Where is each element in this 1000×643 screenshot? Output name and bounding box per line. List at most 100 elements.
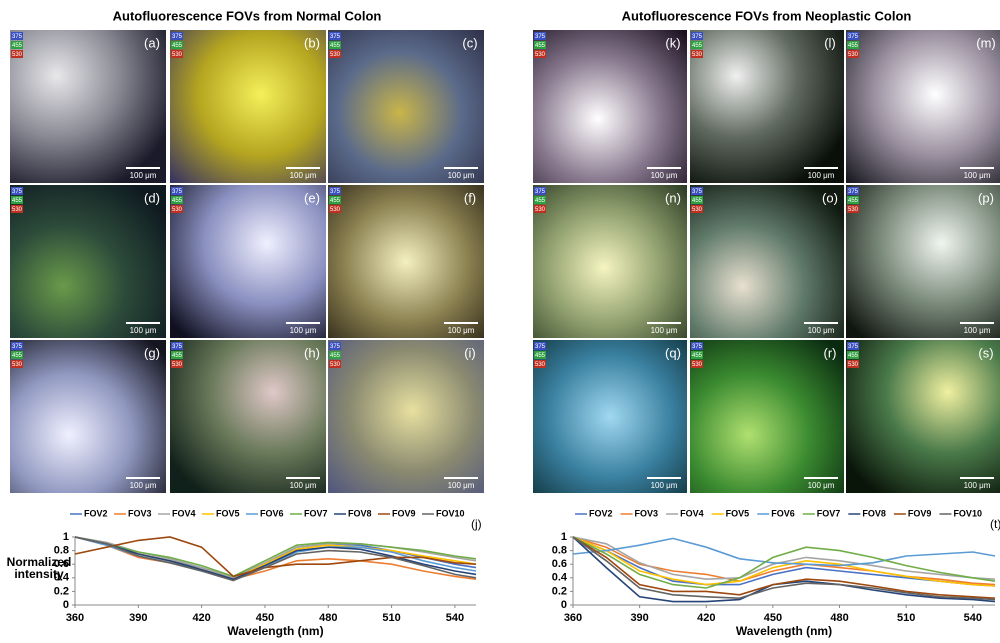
legend-label: FOV9 — [392, 508, 416, 518]
x-axis-label: Wavelength (nm) — [736, 624, 832, 638]
x-tick-label: 420 — [192, 612, 210, 624]
tile-letter: (n) — [665, 190, 681, 205]
y-tick-label: 0.8 — [552, 545, 567, 557]
y-tick-label: 1 — [63, 531, 69, 543]
scale-bar-label: 100 μm — [964, 171, 991, 180]
channel-label: 455 — [172, 198, 183, 204]
tile-letter: (h) — [304, 345, 320, 360]
panel-title: Autofluorescence FOVs from Neoplastic Co… — [622, 8, 912, 23]
micrograph — [328, 340, 484, 493]
x-tick-label: 420 — [697, 612, 715, 624]
channel-label: 530 — [848, 362, 859, 368]
micrograph — [690, 30, 844, 183]
legend-label: FOV4 — [172, 508, 196, 518]
channel-label: 530 — [172, 207, 183, 213]
channel-label: 455 — [12, 43, 23, 49]
channel-label: 455 — [535, 43, 546, 49]
tile-letter: (r) — [824, 345, 837, 360]
channel-label: 455 — [535, 353, 546, 359]
channel-label: 375 — [848, 344, 859, 350]
x-tick-label: 510 — [897, 612, 915, 624]
legend-label: FOV6 — [771, 508, 795, 518]
channel-label: 375 — [172, 189, 183, 195]
micrograph — [846, 30, 1000, 183]
channel-label: 455 — [692, 353, 703, 359]
channel-label: 455 — [172, 43, 183, 49]
channel-label: 455 — [535, 198, 546, 204]
channel-label: 375 — [692, 344, 703, 350]
scale-bar-label: 100 μm — [964, 481, 991, 490]
y-tick-label: 0.2 — [54, 585, 69, 597]
tile-letter: (e) — [304, 190, 320, 205]
scale-bar-label: 100 μm — [651, 481, 678, 490]
channel-label: 455 — [330, 353, 341, 359]
tile-letter: (i) — [464, 345, 476, 360]
channel-label: 375 — [12, 34, 23, 40]
legend-label: FOV7 — [817, 508, 841, 518]
micrograph — [533, 30, 687, 183]
tile-letter: (k) — [665, 35, 680, 50]
x-tick-label: 450 — [256, 612, 274, 624]
figure: Autofluorescence FOVs from Normal Colon(… — [0, 0, 1000, 643]
scale-bar-label: 100 μm — [964, 326, 991, 335]
channel-label: 530 — [172, 362, 183, 368]
tile-letter: (d) — [144, 190, 160, 205]
channel-label: 530 — [330, 52, 341, 58]
legend-label: FOV3 — [128, 508, 152, 518]
channel-label: 375 — [848, 189, 859, 195]
y-tick-label: 0 — [561, 599, 567, 611]
legend-label: FOV10 — [953, 508, 982, 518]
scale-bar-label: 100 μm — [808, 326, 835, 335]
channel-label: 375 — [172, 344, 183, 350]
channel-label: 530 — [692, 362, 703, 368]
x-tick-label: 390 — [129, 612, 147, 624]
legend-label: FOV3 — [635, 508, 659, 518]
x-tick-label: 510 — [382, 612, 400, 624]
tile-letter: (m) — [976, 35, 996, 50]
channel-label: 375 — [330, 34, 341, 40]
channel-label: 530 — [848, 52, 859, 58]
micrograph — [170, 185, 326, 338]
channel-label: 455 — [848, 198, 859, 204]
channel-label: 530 — [12, 52, 23, 58]
y-tick-label: 1 — [561, 531, 567, 543]
micrograph — [533, 185, 687, 338]
scale-bar-label: 100 μm — [808, 481, 835, 490]
channel-label: 375 — [535, 34, 546, 40]
scale-bar-label: 100 μm — [290, 326, 317, 335]
channel-label: 455 — [848, 353, 859, 359]
scale-bar-label: 100 μm — [130, 326, 157, 335]
y-tick-label: 0.2 — [552, 585, 567, 597]
x-tick-label: 390 — [630, 612, 648, 624]
micrograph — [690, 185, 844, 338]
micrograph — [10, 340, 166, 493]
channel-label: 375 — [330, 189, 341, 195]
micrograph — [690, 340, 844, 493]
channel-label: 455 — [848, 43, 859, 49]
channel-label: 530 — [535, 362, 546, 368]
x-tick-label: 360 — [564, 612, 582, 624]
micrograph — [328, 30, 484, 183]
scale-bar-label: 100 μm — [290, 481, 317, 490]
micrograph — [170, 30, 326, 183]
x-tick-label: 360 — [66, 612, 84, 624]
channel-label: 530 — [535, 52, 546, 58]
channel-label: 455 — [172, 353, 183, 359]
channel-label: 530 — [692, 207, 703, 213]
x-tick-label: 450 — [764, 612, 782, 624]
x-tick-label: 480 — [319, 612, 337, 624]
panel-label: (t) — [990, 517, 1000, 531]
y-tick-label: 0.4 — [552, 572, 568, 584]
tile-letter: (f) — [464, 190, 476, 205]
channel-label: 375 — [330, 344, 341, 350]
tile-letter: (o) — [822, 190, 838, 205]
channel-label: 530 — [12, 362, 23, 368]
channel-label: 530 — [12, 207, 23, 213]
tile-letter: (l) — [824, 35, 836, 50]
channel-label: 375 — [12, 189, 23, 195]
legend-label: FOV8 — [862, 508, 886, 518]
tile-letter: (c) — [462, 35, 477, 50]
channel-label: 530 — [535, 207, 546, 213]
tile-letter: (p) — [978, 190, 994, 205]
scale-bar-label: 100 μm — [448, 481, 475, 490]
